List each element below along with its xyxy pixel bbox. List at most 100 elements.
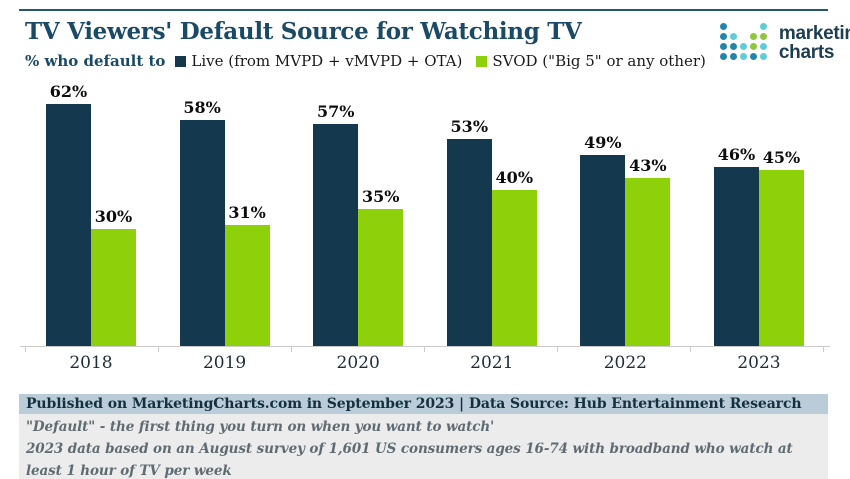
- logo-dot-icon: [759, 33, 767, 40]
- logo-wordmark: marketing charts: [779, 24, 850, 62]
- logo-dot-icon: [749, 43, 757, 50]
- legend-label-live: Live (from MVPD + vMVPD + OTA): [191, 52, 463, 71]
- logo-dot-icon: [759, 23, 767, 30]
- logo-dot-icon: [739, 43, 747, 50]
- logo-dot-icon: [719, 33, 727, 40]
- logo-dot-empty: [740, 33, 747, 40]
- logo-dot-icon: [719, 53, 727, 60]
- x-axis-label-2018: 2018: [69, 353, 113, 374]
- logo-dot-empty: [730, 23, 737, 30]
- axis-tick: [557, 347, 558, 353]
- top-divider: [19, 9, 828, 11]
- footnote-methodology: 2023 data based on an August survey of 1…: [26, 441, 793, 479]
- axis-tick: [424, 347, 425, 353]
- x-axis-label-2020: 2020: [336, 353, 380, 374]
- x-axis-ticks: [20, 347, 830, 353]
- bar-svod-2020: [358, 209, 404, 347]
- bar-cell-live-2021: 53%: [446, 117, 492, 347]
- axis-tick: [25, 347, 26, 353]
- logo-dot-icon: [739, 53, 747, 60]
- bar-live-2022: [580, 155, 626, 347]
- bar-cell-svod-2023: 45%: [758, 145, 804, 347]
- bar-cell-live-2019: 58%: [179, 98, 225, 347]
- logo-dot-icon: [729, 33, 737, 40]
- value-label-svod-2022: 43%: [629, 156, 667, 176]
- logo-dot-icon: [719, 23, 727, 30]
- bar-live-2018: [46, 104, 91, 347]
- value-label-live-2020: 57%: [316, 102, 355, 122]
- value-label-svod-2023: 45%: [762, 148, 801, 168]
- bar-cell-svod-2019: 31%: [224, 98, 270, 347]
- legend-item-svod: SVOD ("Big 5" or any other): [476, 52, 706, 70]
- bar-cell-live-2022: 49%: [580, 133, 626, 347]
- axis-tick: [690, 347, 691, 353]
- logo-dot-icon: [729, 53, 737, 60]
- logo-dot-matrix-icon: [719, 23, 770, 63]
- bar-svod-2019: [224, 225, 270, 347]
- axis-tick: [823, 347, 824, 353]
- value-label-svod-2020: 35%: [361, 187, 400, 207]
- bar-group-2018: 62% 30%: [46, 82, 136, 347]
- page-title: TV Viewers' Default Source for Watching …: [25, 18, 582, 45]
- footnotes: "Default" - the first thing you turn on …: [19, 414, 828, 479]
- bar-cell-live-2018: 62%: [46, 82, 91, 347]
- x-axis-label-2019: 2019: [202, 353, 247, 374]
- bar-svod-2023: [758, 170, 804, 347]
- bar-live-2019: [179, 120, 225, 347]
- value-label-live-2019: 58%: [183, 98, 221, 118]
- x-axis-labels: 2018 2019 2020 2021 2022 2023: [20, 353, 830, 373]
- bar-cell-live-2020: 57%: [313, 102, 359, 347]
- bar-group-2022: 49% 43%: [580, 133, 671, 347]
- value-label-live-2021: 53%: [450, 117, 489, 137]
- svod-swatch-icon: [476, 55, 488, 67]
- bar-live-2021: [446, 139, 492, 347]
- footer: Published on MarketingCharts.com in Sept…: [19, 394, 828, 479]
- bar-live-2020: [313, 124, 359, 347]
- bar-live-2023: [713, 167, 759, 347]
- logo-dot-empty: [740, 23, 747, 30]
- bar-cell-svod-2022: 43%: [625, 133, 671, 347]
- value-label-svod-2018: 30%: [94, 207, 133, 227]
- bar-cell-svod-2021: 40%: [491, 117, 537, 347]
- logo-dot-icon: [719, 43, 727, 50]
- bar-cell-svod-2020: 35%: [358, 102, 404, 347]
- header: TV Viewers' Default Source for Watching …: [0, 11, 850, 70]
- bar-cell-svod-2018: 30%: [91, 82, 136, 347]
- x-axis-label-2022: 2022: [603, 353, 647, 374]
- footnote-definition: "Default" - the first thing you turn on …: [26, 419, 495, 436]
- value-label-live-2022: 49%: [584, 133, 622, 153]
- value-label-live-2018: 62%: [49, 82, 88, 102]
- logo-dot-icon: [759, 53, 767, 60]
- header-text-block: TV Viewers' Default Source for Watching …: [25, 18, 720, 70]
- value-label-svod-2021: 40%: [495, 168, 534, 188]
- value-label-svod-2019: 31%: [228, 203, 266, 223]
- value-label-live-2023: 46%: [717, 145, 756, 165]
- plot-area: 62% 30% 58% 31% 57% 35% 53% 40% 49% 43% 46% 45%: [20, 76, 830, 348]
- bar-cell-live-2023: 46%: [713, 145, 759, 347]
- logo-dot-icon: [759, 43, 767, 50]
- bar-group-2019: 58% 31%: [179, 98, 270, 347]
- bar-svod-2018: [91, 229, 136, 347]
- live-swatch-icon: [175, 55, 187, 67]
- publication-bar: Published on MarketingCharts.com in Sept…: [19, 394, 828, 415]
- axis-tick: [291, 347, 292, 353]
- chart-legend: % who default to Live (from MVPD + vMVPD…: [25, 52, 720, 70]
- legend-label-svod: SVOD ("Big 5" or any other): [492, 52, 706, 71]
- subtitle: % who default to: [25, 52, 166, 71]
- marketingcharts-logo: marketing charts: [719, 23, 850, 63]
- logo-line-1: marketing: [778, 23, 850, 44]
- x-axis-label-2021: 2021: [470, 353, 514, 374]
- axis-tick: [158, 347, 159, 353]
- logo-dot-icon: [729, 43, 737, 50]
- bar-group-2021: 53% 40%: [446, 117, 537, 347]
- bar-chart: 62% 30% 58% 31% 57% 35% 53% 40% 49% 43% 46% 45% 201…: [0, 76, 850, 373]
- logo-dot-icon: [749, 33, 757, 40]
- logo-dot-icon: [749, 53, 757, 60]
- bar-svod-2022: [625, 178, 671, 347]
- bar-group-2023: 46% 45%: [713, 145, 804, 347]
- logo-line-2: charts: [778, 42, 835, 63]
- x-axis-label-2023: 2023: [737, 353, 781, 374]
- logo-dot-empty: [750, 23, 757, 30]
- legend-item-live: Live (from MVPD + vMVPD + OTA): [175, 52, 462, 70]
